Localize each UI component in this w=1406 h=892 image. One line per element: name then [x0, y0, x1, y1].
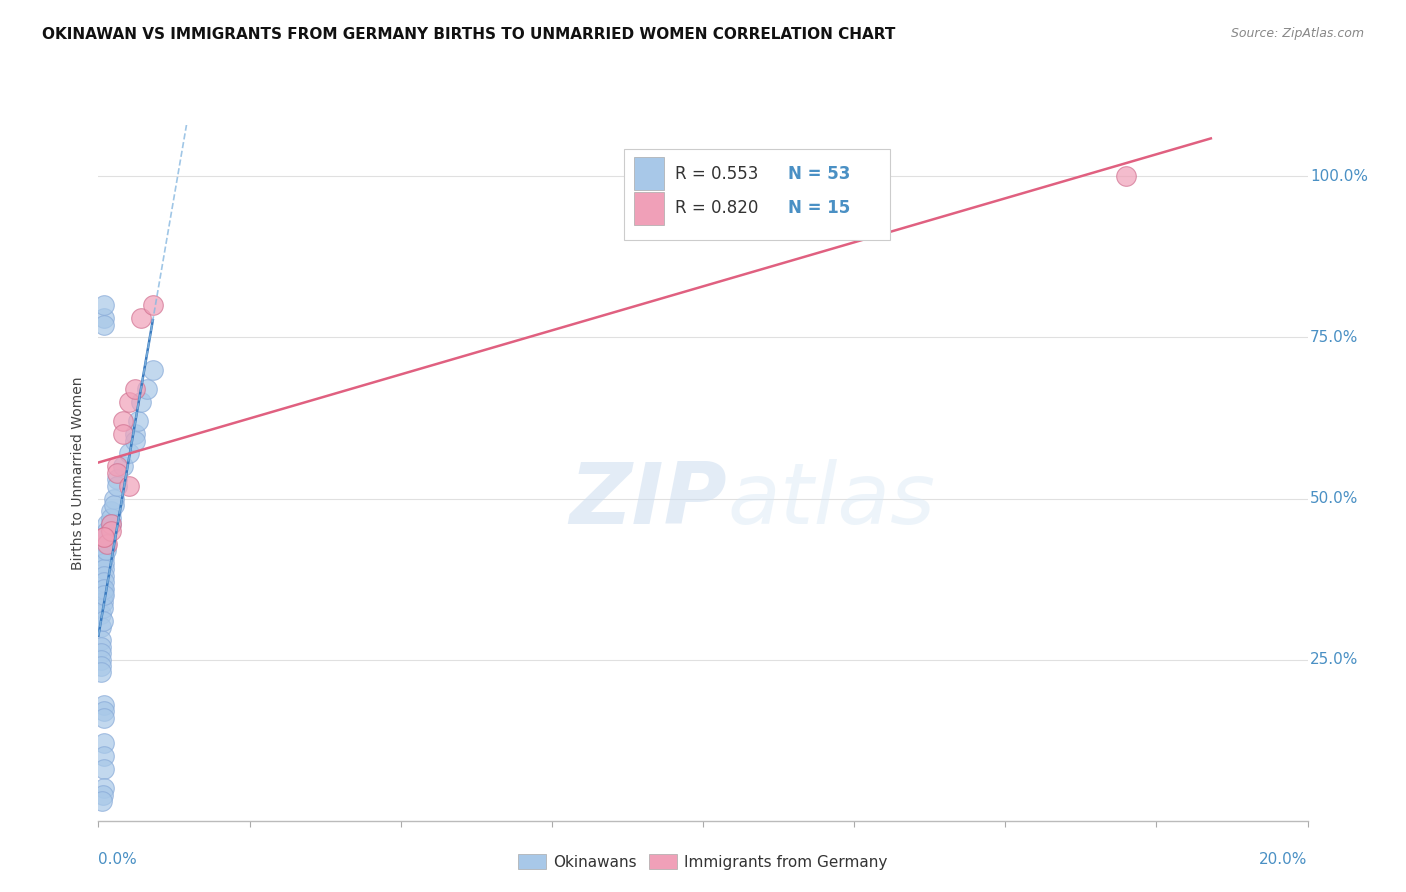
Point	[93, 749, 115, 764]
Point	[96, 517, 118, 532]
Point	[94, 536, 117, 550]
Point	[94, 530, 117, 544]
Text: ZIP: ZIP	[569, 459, 727, 542]
Legend: Okinawans, Immigrants from Germany: Okinawans, Immigrants from Germany	[512, 847, 894, 876]
Point	[93, 698, 115, 712]
Point	[90, 659, 112, 673]
Point	[129, 311, 152, 326]
Text: Source: ZipAtlas.com: Source: ZipAtlas.com	[1230, 27, 1364, 40]
Point	[93, 781, 115, 796]
Point	[93, 582, 115, 596]
Point	[91, 588, 114, 602]
Text: 20.0%: 20.0%	[1260, 852, 1308, 867]
Text: 25.0%: 25.0%	[1310, 652, 1358, 667]
Text: N = 53: N = 53	[787, 165, 851, 183]
Y-axis label: Births to Unmarried Women: Births to Unmarried Women	[72, 376, 86, 569]
Point	[91, 794, 114, 808]
Point	[124, 434, 146, 448]
Point	[91, 601, 114, 615]
Point	[93, 298, 115, 312]
Point	[111, 414, 134, 428]
Text: 75.0%: 75.0%	[1310, 330, 1358, 345]
Point	[100, 504, 122, 518]
Point	[100, 517, 122, 532]
Point	[142, 362, 165, 376]
Point	[93, 575, 115, 590]
Point	[93, 762, 115, 776]
Point	[124, 427, 146, 442]
Point	[103, 491, 125, 506]
Point	[93, 736, 115, 750]
Point	[90, 607, 112, 622]
Point	[124, 382, 146, 396]
Point	[90, 652, 112, 666]
Point	[129, 395, 152, 409]
Point	[135, 382, 157, 396]
Point	[105, 459, 128, 474]
Point	[90, 620, 112, 634]
Point	[91, 594, 114, 608]
Text: atlas: atlas	[727, 459, 935, 542]
Point	[142, 298, 165, 312]
Point	[94, 543, 117, 558]
Point	[105, 466, 128, 480]
Bar	[624, 149, 890, 240]
Point	[90, 633, 112, 648]
Point	[93, 710, 115, 724]
Point	[111, 459, 134, 474]
Text: R = 0.553: R = 0.553	[675, 165, 759, 183]
Point	[93, 549, 115, 564]
Point	[93, 562, 115, 576]
Point	[103, 498, 125, 512]
Point	[127, 414, 149, 428]
Text: OKINAWAN VS IMMIGRANTS FROM GERMANY BIRTHS TO UNMARRIED WOMEN CORRELATION CHART: OKINAWAN VS IMMIGRANTS FROM GERMANY BIRT…	[42, 27, 896, 42]
Point	[90, 640, 112, 654]
Point	[91, 614, 114, 628]
Point	[93, 588, 115, 602]
Point	[100, 511, 122, 525]
Point	[93, 530, 115, 544]
FancyBboxPatch shape	[634, 192, 664, 225]
Point	[111, 427, 134, 442]
Point	[1115, 169, 1137, 184]
Text: R = 0.820: R = 0.820	[675, 200, 759, 218]
Point	[90, 665, 112, 680]
FancyBboxPatch shape	[634, 157, 664, 190]
Point	[118, 395, 141, 409]
Point	[93, 318, 115, 332]
Point	[105, 472, 128, 486]
Text: N = 15: N = 15	[787, 200, 849, 218]
Text: 0.0%: 0.0%	[98, 852, 138, 867]
Point	[93, 556, 115, 570]
Point	[93, 569, 115, 583]
Text: 50.0%: 50.0%	[1310, 491, 1358, 506]
Point	[93, 704, 115, 718]
Point	[91, 582, 114, 596]
Point	[93, 543, 115, 558]
Point	[93, 311, 115, 326]
Point	[105, 478, 128, 492]
Point	[91, 788, 114, 802]
Point	[93, 530, 115, 544]
Point	[100, 524, 122, 538]
Point	[96, 536, 118, 550]
Point	[118, 478, 141, 492]
Point	[118, 446, 141, 460]
Point	[100, 517, 122, 532]
Point	[96, 524, 118, 538]
Text: 100.0%: 100.0%	[1310, 169, 1368, 184]
Point	[90, 646, 112, 660]
